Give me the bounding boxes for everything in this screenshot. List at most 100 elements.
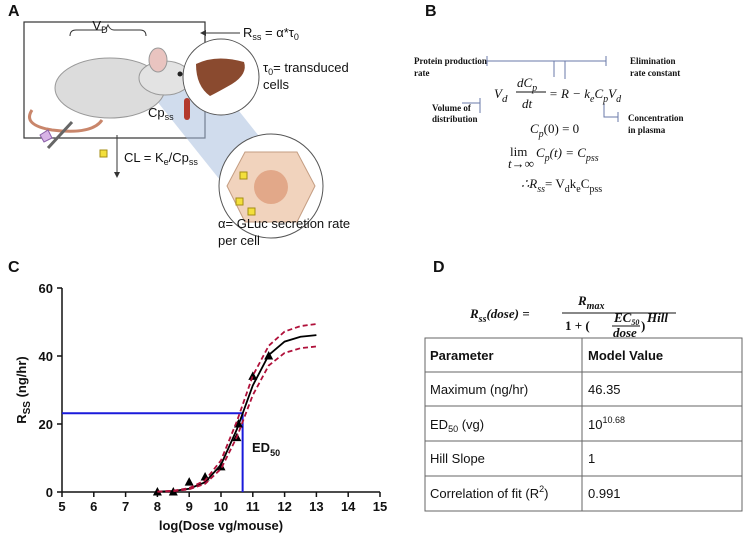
- panel-label: D: [433, 259, 445, 276]
- table-text: Parameter Model Value Maximum (ng/hr) 46…: [430, 348, 663, 501]
- alpha-label: α= GLuc secretion rate: [218, 216, 350, 231]
- formula: Rss(dose) = Rmax 1 + ( EC50 dose ) Hill: [469, 293, 676, 340]
- t: V: [608, 86, 618, 101]
- t: C: [581, 176, 590, 191]
- t: τ: [263, 60, 269, 75]
- t: t→∞: [508, 156, 534, 171]
- data-point: [184, 477, 194, 486]
- note: rate constant: [630, 68, 680, 78]
- t: ss: [478, 314, 487, 325]
- alpha-label: per cell: [218, 233, 260, 248]
- note: in plasma: [628, 125, 666, 135]
- t: e: [576, 184, 581, 195]
- t: Cp(0) = 0: [530, 121, 579, 140]
- t: ss: [189, 157, 199, 167]
- equation: Vd dCp dt = R − keCpVd Cp(0) = 0 lim t→∞…: [494, 75, 622, 195]
- x-tick-label: 6: [90, 499, 97, 514]
- tau-label: cells: [263, 77, 290, 92]
- confidence-band: [157, 323, 317, 493]
- vd-label: VD: [92, 18, 108, 35]
- t: p: [544, 153, 550, 164]
- t: 2: [539, 484, 544, 494]
- note: Volume of: [432, 103, 472, 113]
- t: R: [14, 414, 29, 424]
- x-tick-label: 12: [277, 499, 291, 514]
- t: pss: [585, 153, 599, 164]
- x-tick-label: 7: [122, 499, 129, 514]
- t: Hill: [646, 310, 668, 325]
- data-point: [248, 371, 258, 380]
- t: ss: [165, 112, 175, 122]
- t: CL = K: [124, 150, 164, 165]
- t: dC: [517, 75, 533, 90]
- table: [424, 337, 743, 512]
- table-cell: 1: [588, 451, 595, 466]
- x-tick-label: 9: [186, 499, 193, 514]
- t: EC50: [613, 310, 639, 327]
- t: /Cp: [169, 150, 189, 165]
- note: Elimination: [630, 56, 676, 66]
- t: = transduced: [273, 60, 349, 75]
- t: p: [602, 94, 608, 105]
- t: C: [530, 121, 539, 136]
- t: ED: [252, 440, 270, 455]
- t: R: [469, 306, 479, 321]
- t: Vd: [494, 86, 508, 105]
- t: p: [531, 83, 537, 94]
- note: Concentration: [628, 113, 684, 123]
- note: distribution: [432, 114, 478, 124]
- panel-label: B: [425, 3, 437, 20]
- y-tick-label: 0: [46, 485, 53, 500]
- note: Protein production: [414, 56, 487, 66]
- cp-label: Cpss: [148, 105, 174, 122]
- t: max: [587, 301, 605, 312]
- table-cell: Maximum (ng/hr): [430, 382, 528, 397]
- t: 50: [448, 424, 458, 434]
- x-tick-label: 15: [373, 499, 387, 514]
- t: (0) = 0: [544, 121, 580, 136]
- t: V: [494, 86, 504, 101]
- t: SS: [22, 401, 33, 415]
- table-cell: 46.35: [588, 382, 621, 397]
- t: d: [565, 184, 570, 195]
- t: = R − k: [549, 86, 590, 101]
- t: C: [536, 145, 545, 160]
- t: e: [164, 157, 169, 167]
- t: = α*τ: [261, 25, 294, 40]
- t: (vg): [458, 417, 484, 432]
- t: d: [616, 94, 622, 105]
- mouse-illustration: [23, 21, 324, 239]
- table-cell: Correlation of fit (R2): [430, 484, 548, 501]
- x-tick-label: 14: [341, 499, 356, 514]
- t: (dose) =: [486, 306, 529, 321]
- panel-label: A: [8, 3, 20, 20]
- t: = R − keCpVd: [549, 86, 622, 105]
- annotation: ED50: [252, 440, 280, 458]
- t: 10.68: [602, 415, 625, 425]
- t: 50: [631, 318, 639, 327]
- t: 0: [268, 67, 273, 77]
- t: (t) = C: [550, 145, 587, 160]
- t: p: [538, 129, 544, 140]
- t: (ng/hr): [14, 356, 29, 401]
- t: d: [502, 93, 508, 105]
- table-cell: 1010.68: [588, 415, 625, 432]
- t: 1 + (: [565, 318, 590, 333]
- t: 0: [294, 32, 299, 42]
- x-tick-label: 11: [246, 499, 260, 514]
- t: Rss(dose) =: [469, 306, 530, 325]
- table-header: Parameter: [430, 348, 494, 363]
- table-cell: 0.991: [588, 486, 621, 501]
- cl-label: CL = Ke/Cpss: [124, 150, 198, 167]
- t: ): [641, 318, 645, 333]
- t: dt: [522, 96, 533, 111]
- t: EC: [613, 310, 632, 325]
- confidence-band: [157, 345, 317, 493]
- y-tick-label: 60: [39, 281, 53, 296]
- note: rate: [414, 68, 430, 78]
- t: R: [577, 293, 587, 308]
- rss-label: Rss = α*τ0: [243, 25, 299, 42]
- t: lim: [510, 144, 527, 159]
- t: 50: [270, 448, 280, 458]
